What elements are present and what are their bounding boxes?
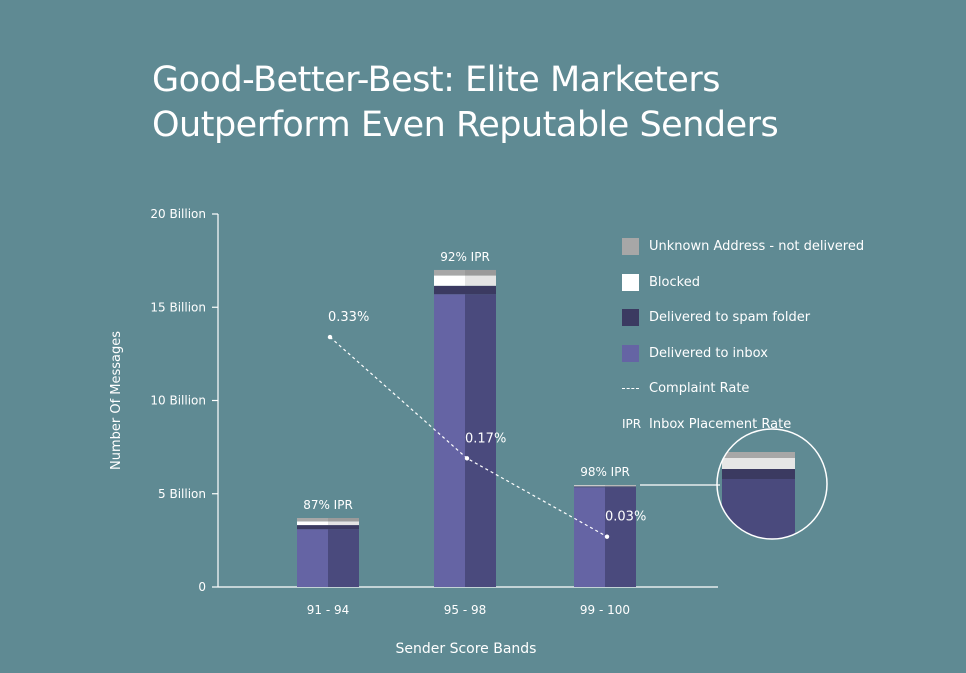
bar-blocked-shade-0 (328, 521, 359, 526)
title-line-2: Outperform Even Reputable Senders (152, 105, 779, 145)
y-tick-label-2: 10 Billion (150, 394, 206, 408)
y-tick-label-1: 5 Billion (158, 487, 206, 501)
legend-item-unknown: Unknown Address - not delivered (622, 229, 952, 265)
bar-unknown-shade-2 (605, 484, 636, 486)
zoom-bar-inbox (722, 479, 795, 539)
legend-label-unknown: Unknown Address - not delivered (649, 239, 865, 255)
bar-unknown-0 (297, 517, 328, 522)
complaint-rate-point-2 (604, 534, 610, 539)
legend-item-ipr: IPR Inbox Placement Rate (622, 407, 952, 443)
bar-inbox-1 (434, 294, 465, 587)
complaint-rate-label-1: 0.17% (465, 431, 506, 446)
zoom-bar-unknown (722, 452, 795, 458)
ipr-label-1: 92% IPR (440, 250, 490, 264)
bar-blocked-1 (434, 275, 465, 286)
y-tick-label-4: 20 Billion (150, 207, 206, 221)
bar-inbox-shade-2 (605, 487, 636, 587)
bar-spam-2 (574, 486, 605, 488)
bar-spam-1 (434, 285, 465, 295)
complaint-rate-point-0 (327, 334, 333, 340)
legend-item-inbox: Delivered to inbox (622, 336, 952, 372)
bar-inbox-2 (574, 487, 605, 587)
complaint-rate-label-0: 0.33% (328, 310, 369, 325)
bar-unknown-shade-0 (328, 517, 359, 522)
bar-spam-shade-0 (328, 525, 359, 530)
legend-item-complaint: Complaint Rate (622, 371, 952, 407)
legend-label-inbox: Delivered to inbox (649, 345, 768, 361)
bar-inbox-0 (297, 529, 328, 587)
x-tick-label-2: 99 - 100 (580, 603, 630, 617)
bar-blocked-shade-1 (465, 275, 496, 286)
bar-inbox-shade-1 (465, 294, 496, 587)
legend-ipr-key: IPR (622, 417, 642, 432)
y-axis-label: Number Of Messages (109, 331, 124, 470)
bar-spam-0 (297, 525, 328, 530)
bar-unknown-2 (574, 484, 605, 486)
legend-swatch-blocked (622, 273, 639, 291)
bar-inbox-shade-0 (328, 529, 359, 587)
legend-label-ipr: Inbox Placement Rate (649, 416, 792, 432)
bar-unknown-shade-1 (465, 269, 496, 276)
bar-blocked-2 (574, 485, 605, 487)
x-axis-label: Sender Score Bands (396, 641, 537, 657)
zoom-circle (716, 428, 828, 540)
legend-swatch-unknown (622, 238, 639, 256)
legend-label-complaint: Complaint Rate (649, 381, 750, 397)
bar-blocked-0 (297, 521, 328, 526)
page-title: Good-Better-Best: Elite Marketers Outper… (152, 58, 932, 148)
zoom-callout-content (722, 452, 795, 539)
zoom-bar-blocked (722, 458, 795, 469)
complaint-rate-label-2: 0.03% (605, 510, 646, 525)
x-tick-label-1: 95 - 98 (444, 603, 487, 617)
y-tick-label-0: 0 (198, 580, 206, 594)
legend: Unknown Address - not delivered Blocked … (622, 229, 952, 442)
bar-spam-shade-1 (465, 285, 496, 295)
y-tick-label-3: 15 Billion (150, 300, 206, 314)
bar-unknown-1 (434, 269, 465, 276)
x-tick-label-0: 91 - 94 (307, 603, 350, 617)
legend-item-blocked: Blocked (622, 265, 952, 301)
legend-label-spam: Delivered to spam folder (649, 310, 811, 326)
legend-swatch-spam (622, 309, 639, 327)
zoom-bar-spam (722, 469, 795, 479)
legend-label-blocked: Blocked (649, 274, 700, 290)
ipr-label-2: 98% IPR (580, 465, 630, 479)
legend-item-spam: Delivered to spam folder (622, 300, 952, 336)
ipr-label-0: 87% IPR (303, 498, 353, 512)
bar-spam-shade-2 (605, 486, 636, 488)
bar-blocked-shade-2 (605, 485, 636, 487)
title-line-1: Good-Better-Best: Elite Marketers (152, 60, 720, 100)
legend-swatch-inbox (622, 344, 639, 362)
complaint-rate-point-1 (464, 456, 470, 461)
legend-dashed-line-icon (622, 388, 639, 390)
